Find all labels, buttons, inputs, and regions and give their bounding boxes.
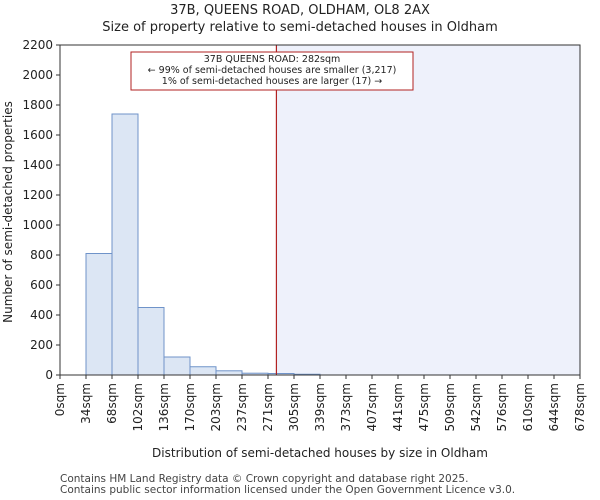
bar [189, 366, 217, 376]
y-tick-label: 1600 [22, 128, 53, 142]
y-tick-label: 0 [45, 368, 53, 382]
annotation: 37B QUEENS ROAD: 282sqm ← 99% of semi-de… [130, 51, 414, 91]
bar [163, 356, 191, 376]
footer-line1: Contains HM Land Registry data © Crown c… [60, 473, 469, 485]
x-tick-label: 34sqm [79, 383, 93, 424]
x-tick-label: 441sqm [391, 383, 405, 431]
x-tick-label: 237sqm [235, 383, 249, 431]
x-tick-label: 0sqm [53, 383, 67, 416]
footer-line2: Contains public sector information licen… [60, 484, 516, 496]
annotation-line3: 1% of semi-detached houses are larger (1… [162, 76, 382, 87]
x-tick-label: 136sqm [157, 383, 171, 431]
x-tick-label: 373sqm [339, 383, 353, 431]
y-tick-label: 600 [30, 278, 53, 292]
y-tick-label: 400 [30, 308, 53, 322]
y-tick-label: 2000 [22, 68, 53, 82]
y-tick-label: 2200 [22, 38, 53, 52]
bar [137, 307, 165, 376]
annotation-box [130, 51, 414, 91]
x-tick-label: 610sqm [521, 383, 535, 431]
y-axis: 0 200 400 600 800 1000 1200 1400 1600 1800 2000 220… [22, 38, 60, 382]
y-tick-label: 1000 [22, 218, 53, 232]
highlight-region [276, 45, 580, 375]
bar [215, 370, 243, 376]
bars-group [85, 113, 321, 376]
y-tick-label: 200 [30, 338, 53, 352]
y-axis-label: Number of semi-detached properties [1, 101, 15, 323]
x-tick-label: 203sqm [209, 383, 223, 431]
y-tick-label: 800 [30, 248, 53, 262]
x-tick-label: 102sqm [131, 383, 145, 431]
x-axis: 0sqm 34sqm 68sqm 102sqm 136sqm 170sqm 203sqm 23… [53, 375, 587, 431]
x-tick-label: 68sqm [105, 383, 119, 424]
annotation-line2: ← 99% of semi-detached houses are smalle… [148, 65, 397, 76]
x-tick-label: 475sqm [417, 383, 431, 431]
chart-subtitle: Size of property relative to semi-detach… [102, 20, 498, 35]
x-tick-label: 509sqm [443, 383, 457, 431]
y-tick-label: 1400 [22, 158, 53, 172]
y-tick-label: 1800 [22, 98, 53, 112]
bar [111, 113, 139, 376]
chart-title: 37B, QUEENS ROAD, OLDHAM, OL8 2AX [170, 3, 430, 18]
y-tick-label: 1200 [22, 188, 53, 202]
x-tick-label: 170sqm [183, 383, 197, 431]
x-tick-label: 576sqm [495, 383, 509, 431]
x-tick-label: 305sqm [287, 383, 301, 431]
x-tick-label: 542sqm [469, 383, 483, 431]
x-tick-label: 271sqm [261, 383, 275, 431]
annotation-line1: 37B QUEENS ROAD: 282sqm [204, 54, 341, 65]
x-tick-label: 644sqm [547, 383, 561, 431]
x-tick-label: 678sqm [573, 383, 587, 431]
bar [85, 253, 113, 376]
x-tick-label: 407sqm [365, 383, 379, 431]
x-axis-label: Distribution of semi-detached houses by … [152, 446, 488, 460]
x-tick-label: 339sqm [313, 383, 327, 431]
